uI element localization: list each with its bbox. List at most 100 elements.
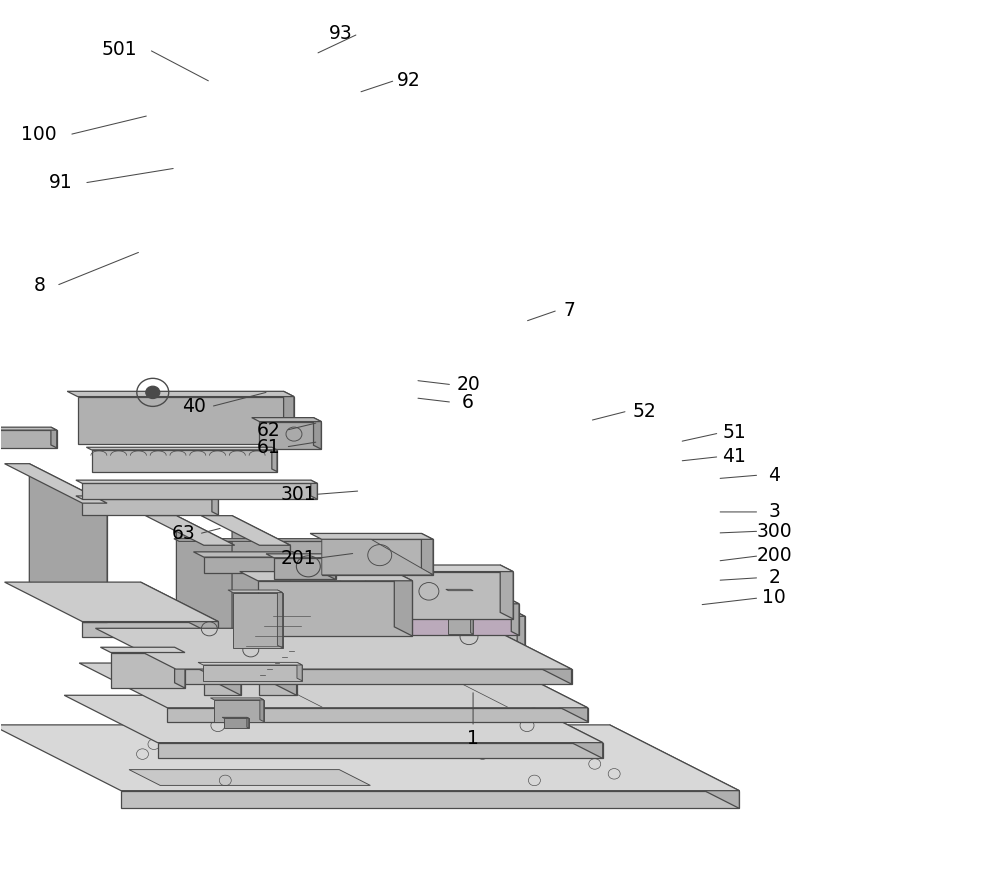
Polygon shape — [166, 673, 340, 679]
Polygon shape — [95, 628, 572, 669]
Polygon shape — [82, 621, 218, 637]
Polygon shape — [233, 592, 283, 648]
Polygon shape — [328, 554, 336, 579]
Polygon shape — [394, 572, 412, 636]
Polygon shape — [214, 700, 264, 722]
Polygon shape — [64, 695, 603, 743]
Polygon shape — [258, 581, 412, 636]
Polygon shape — [400, 600, 519, 604]
Polygon shape — [224, 718, 249, 728]
Text: 63: 63 — [172, 524, 196, 543]
Polygon shape — [292, 552, 303, 573]
Polygon shape — [408, 604, 519, 635]
Polygon shape — [183, 642, 241, 695]
Text: 40: 40 — [182, 397, 206, 416]
Polygon shape — [610, 725, 739, 809]
Text: 301: 301 — [281, 485, 316, 504]
Polygon shape — [82, 483, 317, 499]
Polygon shape — [222, 717, 249, 718]
Polygon shape — [129, 770, 370, 786]
Polygon shape — [82, 499, 218, 515]
Text: 8: 8 — [33, 276, 45, 295]
Text: 92: 92 — [396, 70, 420, 90]
Polygon shape — [86, 447, 277, 450]
Polygon shape — [5, 582, 218, 621]
Polygon shape — [277, 590, 283, 648]
Polygon shape — [204, 671, 241, 695]
Text: 201: 201 — [281, 549, 316, 568]
Text: 52: 52 — [633, 401, 656, 421]
Polygon shape — [228, 590, 283, 592]
Polygon shape — [67, 392, 294, 397]
Text: 7: 7 — [564, 301, 576, 319]
Polygon shape — [297, 663, 302, 681]
Polygon shape — [51, 427, 57, 448]
Text: 3: 3 — [768, 502, 780, 522]
Polygon shape — [314, 418, 321, 449]
Text: 41: 41 — [722, 447, 746, 466]
Polygon shape — [284, 392, 294, 444]
Polygon shape — [238, 642, 297, 695]
Polygon shape — [176, 669, 572, 684]
Polygon shape — [310, 533, 433, 539]
Polygon shape — [240, 572, 412, 581]
Polygon shape — [511, 600, 519, 635]
Polygon shape — [100, 648, 185, 652]
Polygon shape — [141, 582, 218, 637]
Polygon shape — [435, 645, 509, 669]
Polygon shape — [29, 464, 107, 621]
Polygon shape — [5, 464, 107, 503]
Text: 1: 1 — [467, 729, 479, 748]
Polygon shape — [491, 628, 572, 684]
Polygon shape — [212, 496, 218, 515]
Polygon shape — [322, 539, 433, 575]
Polygon shape — [174, 539, 340, 541]
Polygon shape — [179, 541, 340, 679]
Text: 6: 6 — [462, 392, 474, 412]
Text: 93: 93 — [329, 25, 352, 43]
Polygon shape — [0, 430, 57, 448]
Text: 4: 4 — [768, 466, 780, 485]
Polygon shape — [0, 427, 57, 430]
Polygon shape — [204, 546, 235, 671]
Polygon shape — [266, 554, 336, 558]
Text: 501: 501 — [101, 40, 137, 59]
Polygon shape — [260, 698, 264, 722]
Polygon shape — [201, 516, 290, 546]
Polygon shape — [455, 612, 525, 616]
Polygon shape — [92, 450, 277, 472]
Polygon shape — [247, 717, 249, 728]
Polygon shape — [121, 790, 739, 809]
Polygon shape — [176, 516, 235, 671]
Polygon shape — [167, 708, 588, 722]
Polygon shape — [198, 663, 302, 665]
Text: 91: 91 — [49, 173, 73, 193]
Polygon shape — [352, 565, 513, 572]
Polygon shape — [311, 480, 317, 499]
Text: 100: 100 — [21, 125, 57, 144]
Polygon shape — [259, 422, 321, 449]
Polygon shape — [471, 590, 473, 634]
Text: 61: 61 — [257, 437, 281, 457]
Polygon shape — [0, 725, 739, 790]
Polygon shape — [421, 533, 433, 575]
Polygon shape — [158, 743, 603, 759]
Polygon shape — [210, 698, 264, 700]
Polygon shape — [175, 648, 185, 688]
Polygon shape — [111, 652, 185, 688]
Text: 200: 200 — [756, 546, 792, 565]
Polygon shape — [78, 397, 294, 444]
Polygon shape — [500, 565, 513, 619]
Polygon shape — [76, 496, 218, 499]
Polygon shape — [500, 663, 588, 722]
Polygon shape — [509, 695, 603, 759]
Polygon shape — [204, 557, 303, 573]
Text: 2: 2 — [768, 568, 780, 587]
Polygon shape — [448, 590, 473, 634]
Polygon shape — [259, 546, 290, 671]
Polygon shape — [79, 663, 588, 708]
Polygon shape — [502, 642, 509, 669]
Text: 300: 300 — [756, 522, 792, 540]
Polygon shape — [76, 480, 317, 483]
Text: 51: 51 — [722, 423, 746, 443]
